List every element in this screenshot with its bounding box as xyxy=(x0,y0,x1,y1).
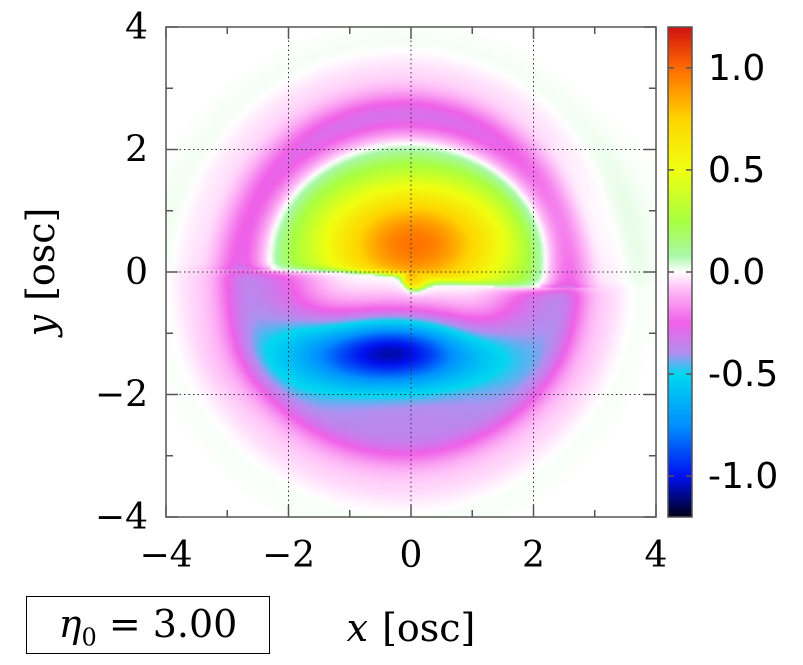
eta-symbol: η xyxy=(58,602,82,646)
y-tick-label: 0 xyxy=(125,252,148,293)
colorbar-ticks xyxy=(668,67,692,477)
x-tick-label: −2 xyxy=(262,535,315,576)
colorbar-tick-label: -1.0 xyxy=(708,456,778,497)
y-tick-label: −2 xyxy=(95,375,148,416)
x-tick-label: 4 xyxy=(645,535,668,576)
tick-marks xyxy=(165,26,657,518)
grid-lines xyxy=(166,27,656,517)
y-tick-label: −4 xyxy=(95,497,148,538)
x-axis-label: x [osc] xyxy=(347,606,476,650)
x-tick-label: −4 xyxy=(139,535,192,576)
eta-value: = 3.00 xyxy=(108,602,238,646)
eta-annotation: η0 = 3.00 xyxy=(26,596,270,654)
x-tick-label: 0 xyxy=(400,535,423,576)
colorbar-tick-label: 0.0 xyxy=(708,252,765,293)
x-tick-labels: −4 −2 0 2 4 xyxy=(139,535,667,576)
y-tick-labels: −4 −2 0 2 4 xyxy=(95,7,148,538)
colorbar-tick-label: -0.5 xyxy=(708,354,778,395)
colorbar-tick-labels: 1.0 0.5 0.0 -0.5 -1.0 xyxy=(708,48,778,497)
eta-subscript: 0 xyxy=(81,623,97,652)
colorbar-tick-label: 1.0 xyxy=(708,48,765,89)
x-tick-label: 2 xyxy=(522,535,545,576)
y-tick-label: 4 xyxy=(125,7,148,48)
colorbar-tick-label: 0.5 xyxy=(708,150,765,191)
y-tick-label: 2 xyxy=(125,130,148,171)
y-axis-label: y[osc] xyxy=(19,208,63,339)
